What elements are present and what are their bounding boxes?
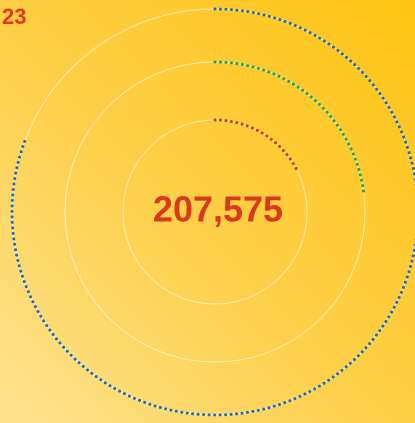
badge: 23 (2, 4, 27, 29)
progress-arc (213, 118, 300, 175)
total-value: 207,575 (153, 189, 283, 230)
progress-arc (213, 60, 366, 195)
progress-arc (10, 7, 415, 417)
